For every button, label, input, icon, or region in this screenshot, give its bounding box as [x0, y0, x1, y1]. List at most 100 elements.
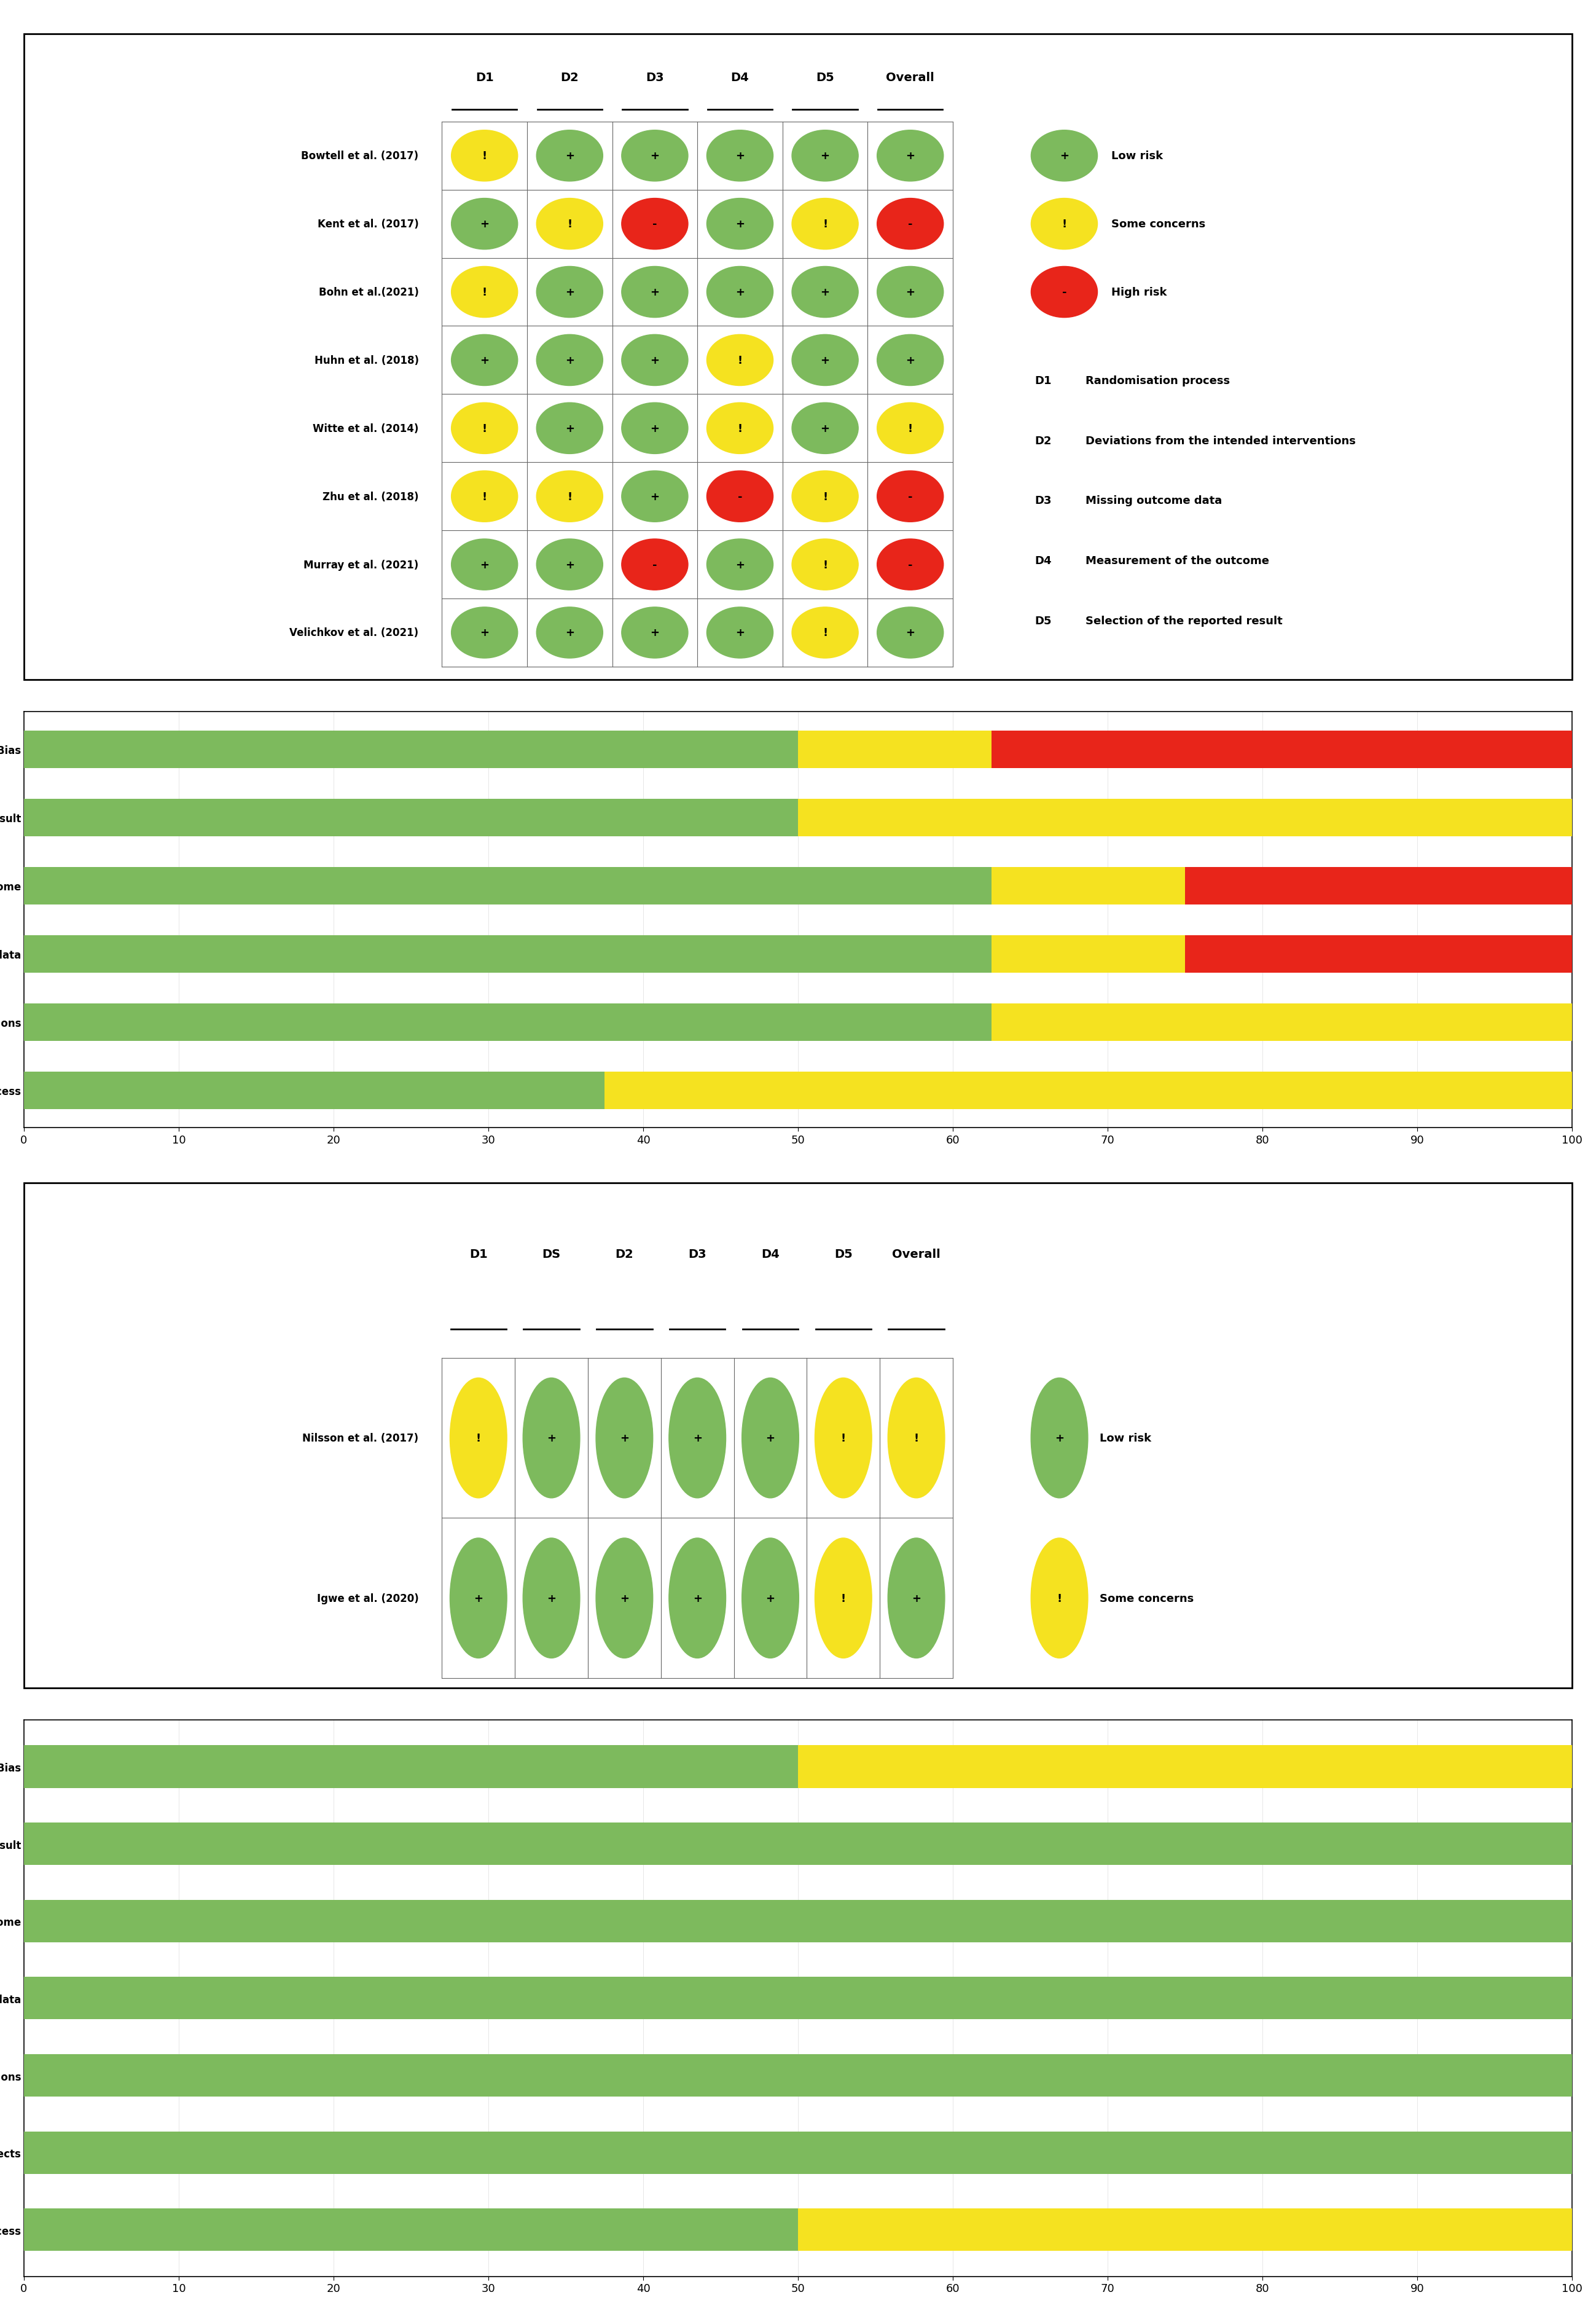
FancyBboxPatch shape [24, 1183, 1572, 1689]
Ellipse shape [707, 199, 772, 250]
Ellipse shape [742, 1377, 800, 1498]
Ellipse shape [792, 266, 859, 319]
Text: +: + [650, 492, 659, 501]
Text: +: + [905, 150, 915, 162]
Ellipse shape [707, 608, 772, 659]
Bar [1184, 936, 1572, 973]
Text: +: + [565, 150, 575, 162]
Text: DS: DS [1034, 2101, 1052, 2112]
Text: +: + [474, 1592, 484, 1604]
Ellipse shape [452, 266, 517, 319]
Ellipse shape [707, 335, 772, 386]
Text: -: - [908, 220, 913, 229]
Text: Bohn et al.(2021): Bohn et al.(2021) [319, 287, 418, 298]
Ellipse shape [1031, 266, 1098, 319]
Text: D2: D2 [1034, 2242, 1050, 2253]
Text: -: - [737, 492, 742, 501]
Text: Bias arising from period and carryover effects: Bias arising from period and carryover e… [1077, 2101, 1365, 2112]
Text: +: + [650, 150, 659, 162]
Bar [24, 1976, 1572, 2020]
Text: +: + [650, 629, 659, 638]
Text: -: - [1057, 1752, 1061, 1763]
Ellipse shape [792, 402, 859, 455]
Text: Low risk: Low risk [1111, 150, 1163, 162]
Ellipse shape [621, 199, 688, 250]
Ellipse shape [707, 266, 772, 319]
Text: Velichkov et al. (2021): Velichkov et al. (2021) [289, 629, 418, 638]
Ellipse shape [536, 335, 603, 386]
Text: -: - [653, 220, 658, 229]
Text: D3: D3 [646, 72, 664, 83]
Text: +: + [766, 1433, 776, 1444]
Text: +: + [736, 150, 745, 162]
Text: D5: D5 [835, 1248, 852, 1259]
Text: D4: D4 [1034, 555, 1052, 566]
Text: Some concerns: Some concerns [1100, 1592, 1194, 1604]
Text: +: + [905, 629, 915, 638]
Text: Randomisation process: Randomisation process [1077, 1962, 1223, 1971]
Ellipse shape [1031, 132, 1098, 183]
Bar [24, 1745, 798, 1789]
Text: !: ! [737, 423, 742, 434]
Ellipse shape [707, 538, 772, 589]
Text: +: + [547, 1592, 555, 1604]
Text: D1: D1 [1034, 1962, 1050, 1971]
Ellipse shape [792, 608, 859, 659]
Text: Murray et al. (2021): Murray et al. (2021) [303, 559, 418, 571]
Ellipse shape [816, 1539, 871, 1659]
Text: !: ! [841, 1592, 846, 1604]
Ellipse shape [1031, 199, 1098, 250]
Text: Kent et al. (2017): Kent et al. (2017) [318, 220, 418, 229]
Bar [24, 1003, 991, 1040]
Ellipse shape [452, 471, 517, 522]
Ellipse shape [878, 402, 943, 455]
Text: Missing outcome data: Missing outcome data [1085, 495, 1223, 506]
Bar [1184, 867, 1572, 904]
Text: Deviations from the intended interventions: Deviations from the intended interventio… [1085, 434, 1355, 446]
Ellipse shape [536, 608, 603, 659]
Text: +: + [905, 287, 915, 298]
Ellipse shape [742, 1539, 800, 1659]
Bar [605, 1072, 1572, 1109]
Ellipse shape [669, 1377, 726, 1498]
Text: D3: D3 [1034, 495, 1052, 506]
Text: D1: D1 [1034, 374, 1052, 386]
Text: +: + [619, 1433, 629, 1444]
Ellipse shape [450, 1377, 508, 1498]
Bar [798, 730, 991, 767]
Text: Deviations from the intended interventions: Deviations from the intended interventio… [1077, 2242, 1349, 2253]
Text: High risk: High risk [1111, 287, 1167, 298]
Ellipse shape [621, 402, 688, 455]
Text: +: + [565, 559, 575, 571]
Text: D5: D5 [816, 72, 835, 83]
Text: !: ! [908, 423, 913, 434]
Ellipse shape [450, 1539, 508, 1659]
Text: +: + [480, 220, 488, 229]
Bar [24, 1900, 1572, 1941]
Ellipse shape [595, 1377, 653, 1498]
Text: +: + [565, 287, 575, 298]
Text: !: ! [915, 1433, 919, 1444]
Ellipse shape [887, 1377, 945, 1498]
Text: +: + [820, 356, 830, 365]
Text: +: + [693, 1592, 702, 1604]
Ellipse shape [1031, 1377, 1088, 1498]
Bar [798, 800, 1572, 837]
Ellipse shape [887, 1539, 945, 1659]
Text: +: + [650, 356, 659, 365]
Text: +: + [820, 423, 830, 434]
Ellipse shape [536, 266, 603, 319]
Text: Bowtell et al. (2017): Bowtell et al. (2017) [302, 150, 418, 162]
Text: Nilsson et al. (2017): Nilsson et al. (2017) [303, 1433, 418, 1444]
Text: +: + [820, 287, 830, 298]
Text: +: + [480, 356, 488, 365]
Text: !: ! [482, 287, 487, 298]
Ellipse shape [536, 402, 603, 455]
Ellipse shape [792, 471, 859, 522]
Text: +: + [565, 629, 575, 638]
Ellipse shape [452, 199, 517, 250]
Text: D4: D4 [731, 72, 749, 83]
Text: !: ! [841, 1433, 846, 1444]
Ellipse shape [536, 199, 603, 250]
Bar [24, 1823, 1572, 1865]
